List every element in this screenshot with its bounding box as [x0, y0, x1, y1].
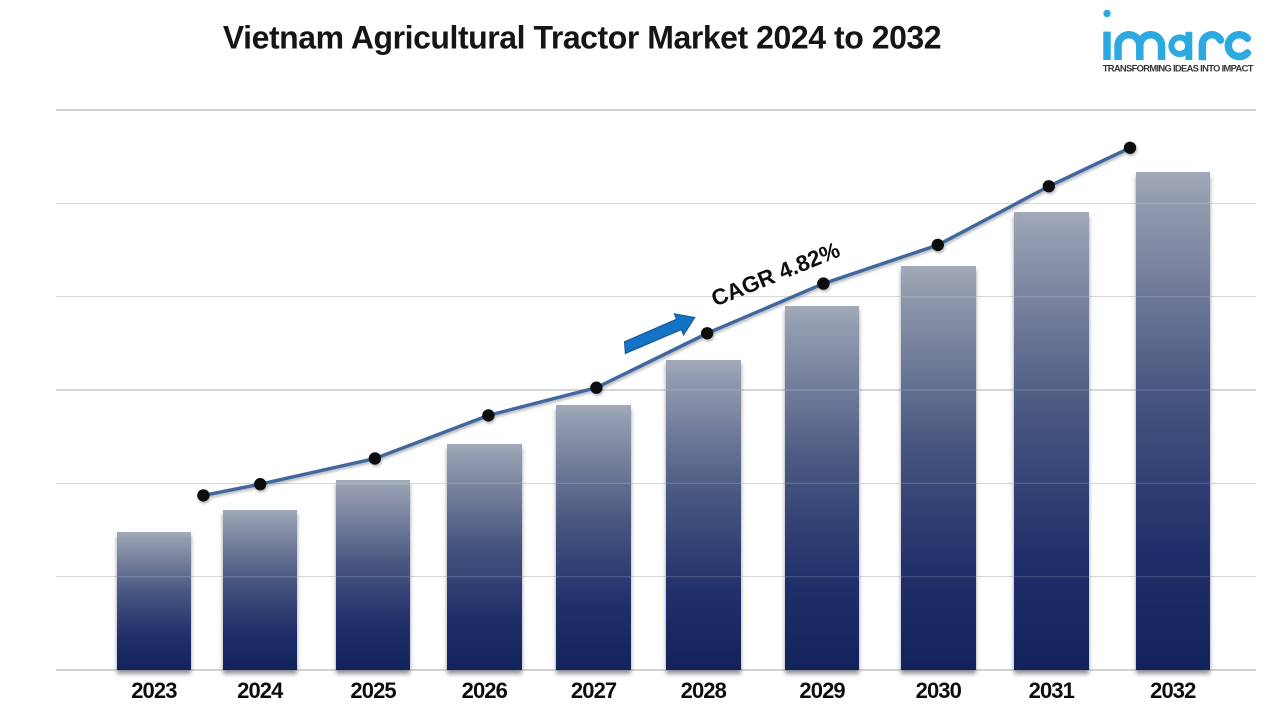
svg-text:2032: 2032: [1150, 678, 1196, 703]
svg-text:2024: 2024: [237, 678, 284, 703]
svg-text:2028: 2028: [681, 678, 727, 703]
svg-text:CAGR 4.82%: CAGR 4.82%: [708, 237, 844, 311]
svg-text:Vietnam Agricultural Tractor M: Vietnam Agricultural Tractor Market 2024…: [223, 19, 941, 55]
svg-text:TRANSFORMING IDEAS INTO IMPACT: TRANSFORMING IDEAS INTO IMPACT: [1103, 62, 1254, 73]
svg-text:2027: 2027: [571, 678, 617, 703]
svg-text:2025: 2025: [350, 678, 396, 703]
svg-text:2031: 2031: [1029, 678, 1075, 703]
svg-text:2023: 2023: [131, 678, 177, 703]
svg-text:2030: 2030: [916, 678, 962, 703]
svg-text:2026: 2026: [462, 678, 508, 703]
svg-text:2029: 2029: [799, 678, 845, 703]
